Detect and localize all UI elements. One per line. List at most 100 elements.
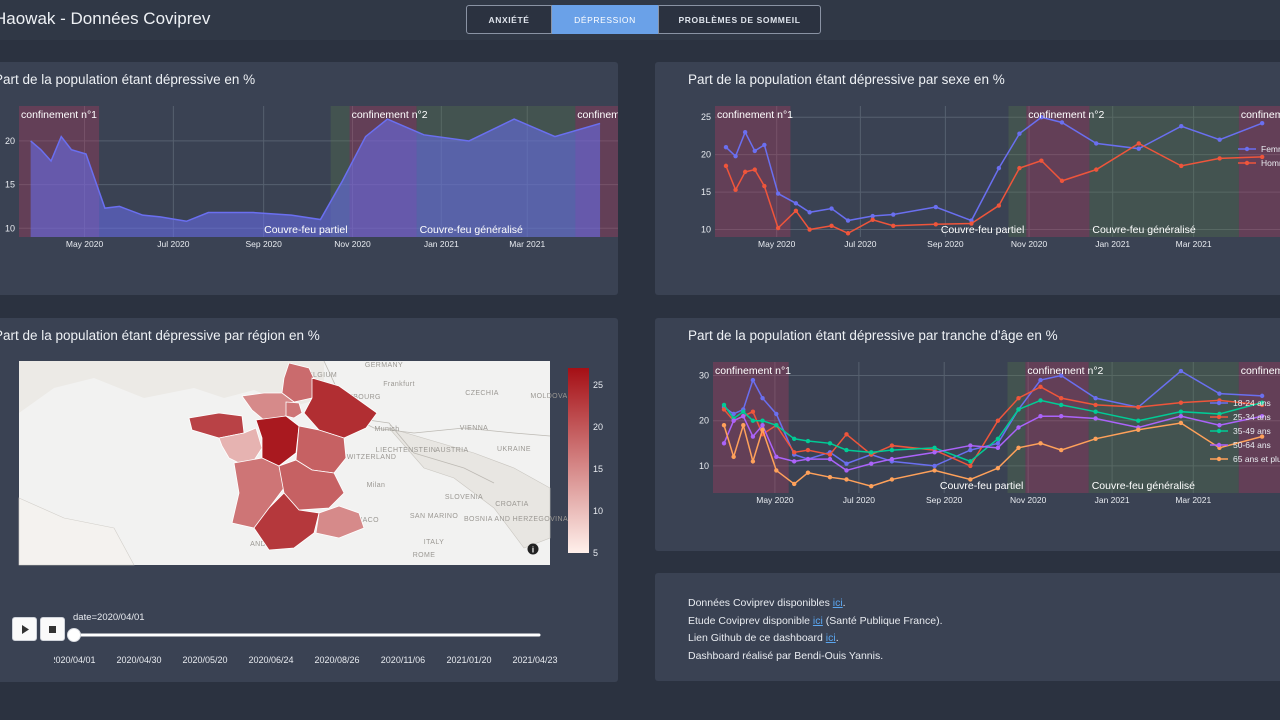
region-provence-alpes-c-te-d-azur[interactable] [315, 505, 365, 539]
legend-label: 35-49 ans [1233, 426, 1271, 436]
data-point [774, 454, 779, 460]
data-point [1016, 445, 1021, 451]
data-point [889, 456, 895, 462]
slider-tick-label: 2021/04/23 [512, 655, 557, 665]
data-point [1136, 404, 1141, 410]
region-centre-val-de-loire[interactable] [255, 415, 300, 467]
period-band [1025, 362, 1089, 493]
slider-tick-label: 2020/11/06 [381, 655, 425, 665]
data-point [932, 468, 937, 473]
data-point [1259, 154, 1265, 160]
data-point [869, 484, 874, 489]
data-point [1059, 120, 1065, 125]
series-area [30, 119, 601, 237]
info-line-study: Etude Coviprev disponible ici (Santé Pub… [688, 614, 943, 627]
data-point [760, 427, 765, 432]
data-point [807, 227, 812, 232]
x-tick-label: Nov 2020 [1011, 239, 1048, 249]
data-point [995, 445, 1001, 451]
legend-marker [1216, 428, 1222, 434]
data-point [1016, 407, 1021, 412]
data-point [1093, 436, 1098, 441]
data-point [933, 222, 938, 227]
stop-button[interactable] [40, 617, 65, 641]
data-point [827, 474, 833, 480]
x-tick-label: Jul 2020 [157, 239, 189, 249]
link-data[interactable]: ici [832, 597, 843, 609]
data-point [968, 459, 973, 464]
chart-sex[interactable]: 10 15 20 25 May 2020 Jul 2020 Sep 2020 Nov 2020… [655, 102, 1280, 292]
data-point [1094, 167, 1099, 172]
map-place-label: CROATIA [495, 501, 528, 508]
data-point [1038, 398, 1043, 403]
series-line [30, 118, 601, 223]
data-point [733, 187, 738, 193]
data-point [845, 218, 851, 223]
link-github[interactable]: ici [825, 632, 836, 644]
data-point [774, 468, 779, 473]
map-place-label: MOLDOVA [530, 393, 567, 400]
legend-label: 25-34 ans [1233, 412, 1271, 422]
border-line [353, 417, 495, 484]
data-point [932, 450, 937, 455]
period-label: confinement n°1 [21, 109, 97, 121]
data-point [1093, 416, 1098, 421]
data-point [1058, 395, 1064, 401]
legend-marker [1216, 400, 1222, 406]
period-band [1238, 106, 1280, 237]
data-point [1038, 414, 1043, 419]
data-point [932, 445, 937, 451]
data-point [1059, 178, 1065, 184]
data-point [1217, 156, 1222, 161]
data-point [774, 423, 779, 428]
data-point [723, 163, 729, 169]
map-title: Part de la population étant dépressive p… [0, 328, 320, 343]
x-tick-label: Mar 2021 [1176, 239, 1212, 249]
data-point [750, 377, 756, 383]
tab-depression[interactable]: DÉPRESSION [552, 5, 658, 34]
slider-handle[interactable] [67, 628, 81, 642]
data-point [805, 447, 811, 453]
chart-card-total: Part de la population étant dépressive e… [0, 62, 618, 295]
slider-tick-label: 2020/05/20 [182, 655, 227, 665]
region-grand-est[interactable] [303, 377, 378, 439]
period-band [1026, 106, 1090, 237]
region--le-de-france[interactable] [285, 401, 303, 419]
data-point [1136, 427, 1141, 432]
map-place-label: UKRAINE [497, 446, 531, 453]
x-tick-label: May 2020 [756, 495, 794, 505]
data-point [844, 461, 849, 466]
data-point [762, 142, 767, 148]
data-point [805, 438, 811, 444]
chart-total[interactable]: 10 15 20 May 2020 Jul 2020 Sep 2020 Nov 2020 Ja… [0, 102, 618, 292]
region-hauts-de-france[interactable] [281, 362, 317, 403]
play-button[interactable] [12, 617, 37, 641]
data-point [1217, 423, 1222, 428]
tab-sommeil[interactable]: PROBLÈMES DE SOMMEIL [658, 5, 821, 34]
data-point [1038, 377, 1043, 383]
period-label: Couvre-feu partiel [264, 224, 347, 236]
data-point [731, 454, 736, 460]
data-point [721, 423, 727, 428]
period-label: confinement n°2 [352, 109, 428, 121]
map-place-label: Frankfurt [383, 381, 415, 388]
region-map[interactable]: GERMANYBELGIUMFrankfurtCZECHIALUXEMBOURG… [0, 358, 618, 578]
period-label: Couvre-feu généralisé [420, 224, 523, 236]
data-point [889, 447, 895, 453]
link-study[interactable]: ici [812, 614, 823, 627]
tab-anxiete[interactable]: ANXIÉTÉ [466, 5, 552, 34]
legend-label: 50-64 ans [1233, 440, 1271, 450]
data-point [1178, 400, 1184, 405]
y-tick-label: 10 [701, 225, 711, 235]
data-point [805, 456, 811, 462]
data-point [723, 144, 729, 150]
data-point [1259, 400, 1265, 405]
region-pays-de-la-loire[interactable] [218, 427, 263, 469]
chart-card-sex: Part de la population étant dépressive p… [655, 62, 1280, 295]
x-tick-label: Sep 2020 [245, 239, 282, 249]
data-point [844, 477, 849, 482]
date-slider[interactable]: 2020/04/01 2020/04/30 2020/05/20 2020/06/24… [54, 624, 614, 674]
data-point [995, 441, 1001, 446]
data-point [733, 153, 738, 159]
chart-age[interactable]: 10 20 30 May 2020 Jul 2020 Sep 2020 Nov 2020 Ja… [655, 358, 1280, 548]
